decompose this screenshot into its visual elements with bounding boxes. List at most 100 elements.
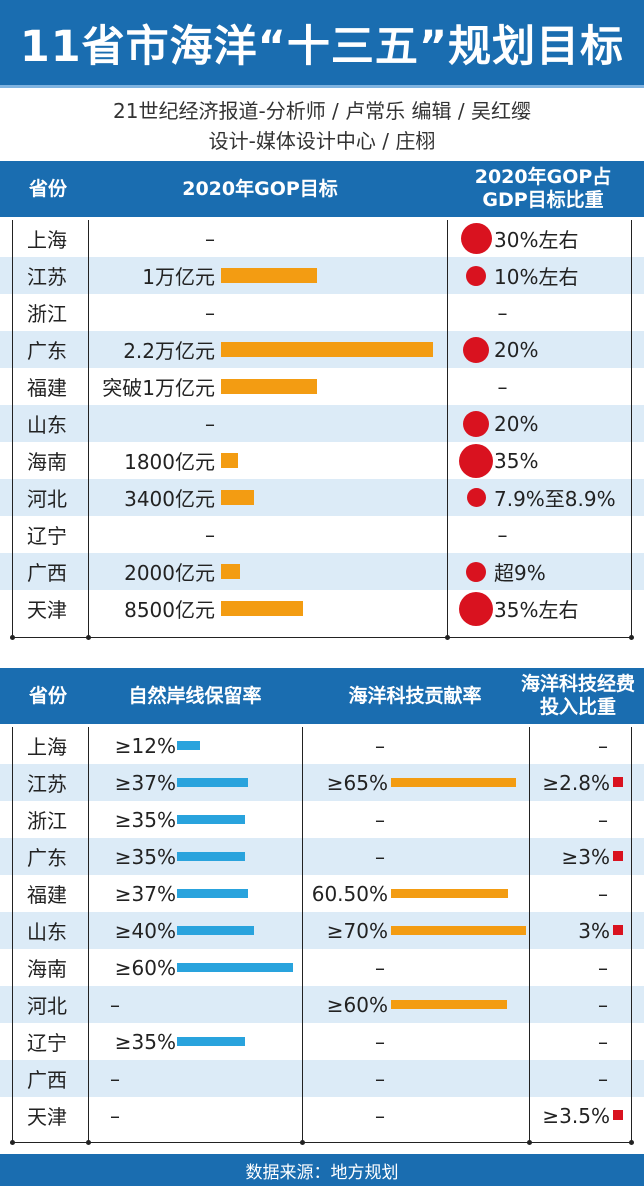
table-row: 河北 – ≥60% –	[0, 986, 644, 1023]
table-row: 辽宁 ≥35% – –	[0, 1023, 644, 1060]
table2-header-funding: 海洋科技经费 投入比重	[520, 673, 635, 718]
table1-header: 省份 2020年GOP目标 2020年GOP占 GDP目标比重	[0, 161, 644, 217]
share-circle	[466, 488, 486, 507]
funding-value: –	[598, 881, 608, 906]
shoreline-value: ≥35%	[114, 807, 176, 832]
table-row: 山东 – 20%	[0, 405, 644, 442]
table-row: 河北 3400亿元 7.9%至8.9%	[0, 479, 644, 516]
table-bottom-line	[12, 637, 632, 638]
shoreline-value: ≥35%	[114, 1029, 176, 1054]
table-left-border	[12, 727, 13, 1142]
share-circle	[459, 591, 493, 626]
line-end-dot	[10, 635, 15, 640]
share-circle	[460, 223, 492, 254]
share-value: 20%	[494, 337, 539, 362]
shoreline-bar	[177, 889, 248, 898]
line-end-dot	[86, 1140, 91, 1145]
funding-marker	[613, 851, 623, 861]
province-label: 上海	[27, 735, 67, 759]
shoreline-value: ≥12%	[114, 733, 176, 758]
shoreline-bar	[177, 778, 248, 787]
province-label: 河北	[27, 994, 67, 1018]
gop-bar	[221, 379, 317, 394]
province-label: 上海	[27, 228, 67, 252]
share-value: –	[497, 374, 508, 399]
shoreline-value: ≥37%	[114, 881, 176, 906]
column-divider	[88, 220, 89, 637]
gop-bar	[221, 564, 240, 579]
table-bottom-line	[12, 1142, 632, 1143]
province-label: 山东	[27, 920, 67, 944]
line-end-dot	[86, 635, 91, 640]
column-divider	[302, 727, 303, 1142]
share-circle	[466, 265, 486, 286]
gop-bar	[221, 342, 433, 357]
table1-header-gop: 2020年GOP目标	[182, 177, 338, 200]
gop-bar	[221, 268, 317, 283]
tech-value: –	[375, 733, 385, 758]
tech-value: ≥70%	[326, 918, 388, 943]
table-right-border	[631, 220, 632, 637]
table-row: 广西 2000亿元 超9%	[0, 553, 644, 590]
province-label: 福建	[27, 376, 67, 400]
province-label: 辽宁	[27, 1031, 67, 1055]
shoreline-value: ≥37%	[114, 770, 176, 795]
share-circle	[463, 410, 489, 437]
column-divider	[529, 727, 530, 1142]
tech-value: ≥65%	[326, 770, 388, 795]
gop-value: 2000亿元	[124, 561, 215, 585]
shoreline-bar	[177, 741, 200, 750]
table1-header-share: 2020年GOP占 GDP目标比重	[474, 166, 612, 211]
table-row: 福建 ≥37% 60.50% –	[0, 875, 644, 912]
province-label: 海南	[27, 957, 67, 981]
province-label: 江苏	[27, 265, 67, 289]
column-divider	[447, 220, 448, 637]
table-row: 辽宁 – –	[0, 516, 644, 553]
credit-line-2: 设计-媒体设计中心 / 庄栩	[208, 129, 436, 153]
shoreline-value: ≥40%	[114, 918, 176, 943]
funding-value: ≥3.5%	[542, 1103, 610, 1128]
shoreline-bar	[177, 926, 254, 935]
share-value: 10%左右	[494, 265, 579, 289]
table-row: 海南 ≥60% – –	[0, 949, 644, 986]
funding-value: –	[598, 1029, 608, 1054]
shoreline-bar	[177, 963, 293, 972]
line-end-dot	[445, 635, 450, 640]
line-end-dot	[629, 635, 634, 640]
share-value: 30%左右	[494, 228, 579, 252]
province-label: 天津	[27, 1105, 67, 1129]
line-end-dot	[629, 1140, 634, 1145]
share-value: 35%	[494, 448, 539, 473]
funding-value: –	[598, 955, 608, 980]
tech-bar	[391, 778, 516, 787]
tech-value: 60.50%	[311, 881, 388, 906]
table-row: 江苏 ≥37% ≥65% ≥2.8%	[0, 764, 644, 801]
funding-value: 3%	[578, 918, 610, 943]
funding-marker	[613, 1110, 623, 1120]
shoreline-value: ≥60%	[114, 955, 176, 980]
tech-value: –	[375, 1103, 385, 1128]
funding-value: –	[598, 733, 608, 758]
share-value: –	[497, 522, 508, 547]
province-label: 广东	[27, 339, 67, 363]
tech-bar	[391, 926, 526, 935]
tech-value: ≥60%	[326, 992, 388, 1017]
title-bar: 11省市海洋“十三五”规划目标	[0, 0, 644, 88]
province-label: 福建	[27, 883, 67, 907]
page-title: 11省市海洋“十三五”规划目标	[19, 22, 625, 72]
table-row: 广西 – – –	[0, 1060, 644, 1097]
province-label: 广西	[27, 1068, 67, 1092]
gop-value: –	[205, 300, 215, 325]
gop-value: 突破1万亿元	[102, 376, 215, 400]
table-left-border	[12, 220, 13, 637]
tech-bar	[391, 889, 508, 898]
line-end-dot	[300, 1140, 305, 1145]
tech-bar	[391, 1000, 507, 1009]
gop-bar	[221, 453, 238, 468]
table-row: 广东 2.2万亿元 20%	[0, 331, 644, 368]
share-circle	[459, 443, 493, 478]
province-label: 浙江	[27, 302, 67, 326]
credit-line-1: 21世纪经济报道-分析师 / 卢常乐 编辑 / 吴红缨	[113, 99, 531, 123]
funding-value: –	[598, 992, 608, 1017]
table-row: 海南 1800亿元 35%	[0, 442, 644, 479]
